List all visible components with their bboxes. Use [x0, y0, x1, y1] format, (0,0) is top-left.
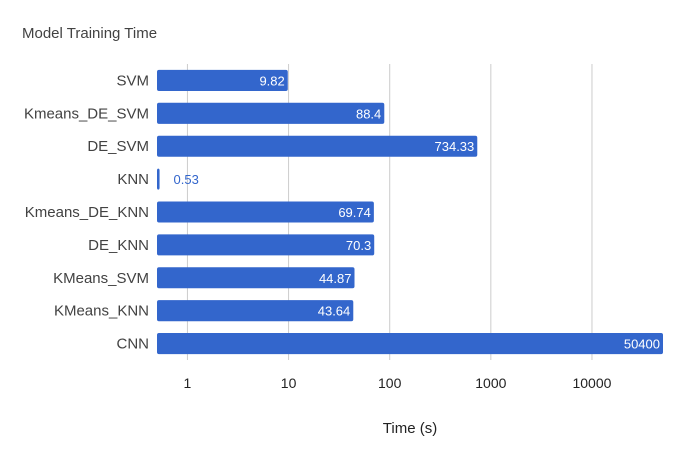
bar [157, 234, 375, 256]
category-label: DE_SVM [87, 138, 149, 155]
category-label: SVM [116, 72, 149, 89]
data-label: 734.33 [435, 139, 475, 154]
x-tick-label: 10 [281, 375, 297, 391]
data-label: 44.87 [319, 271, 352, 286]
bar [157, 168, 160, 190]
bar [157, 102, 385, 124]
data-label: 70.3 [346, 238, 371, 253]
data-label: 0.53 [174, 172, 199, 187]
data-label: 43.64 [318, 304, 351, 319]
x-axis-title: Time (s) [383, 420, 437, 437]
x-tick-label: 1000 [475, 375, 506, 391]
category-label: KMeans_KNN [54, 303, 149, 320]
category-label: KMeans_SVM [53, 270, 149, 287]
category-label: Kmeans_DE_KNN [25, 204, 149, 221]
bar [157, 69, 288, 91]
category-label: DE_KNN [88, 237, 149, 254]
category-label: Kmeans_DE_SVM [24, 105, 149, 122]
x-tick-label: 1 [184, 375, 192, 391]
data-label: 50400 [624, 337, 660, 352]
bar [157, 333, 663, 355]
x-tick-label: 10000 [572, 375, 611, 391]
bar [157, 135, 478, 157]
category-label: KNN [117, 171, 149, 188]
bar [157, 267, 355, 289]
bar [157, 201, 374, 223]
category-labels: SVM Kmeans_DE_SVM DE_SVM KNN Kmeans_DE_KNN DE… [24, 72, 149, 352]
bars: 9.82 88.4 734.33 0.53 69.74 70.3 44.87 43.64 504… [157, 69, 663, 355]
x-tick-labels: 1 10 100 1000 10000 [184, 375, 612, 391]
chart-title: Model Training Time [22, 25, 157, 42]
data-label: 88.4 [356, 106, 381, 121]
data-label: 9.82 [259, 73, 284, 88]
bar [157, 300, 354, 322]
category-label: CNN [117, 336, 150, 353]
x-tick-label: 100 [378, 375, 402, 391]
data-label: 69.74 [338, 205, 371, 220]
